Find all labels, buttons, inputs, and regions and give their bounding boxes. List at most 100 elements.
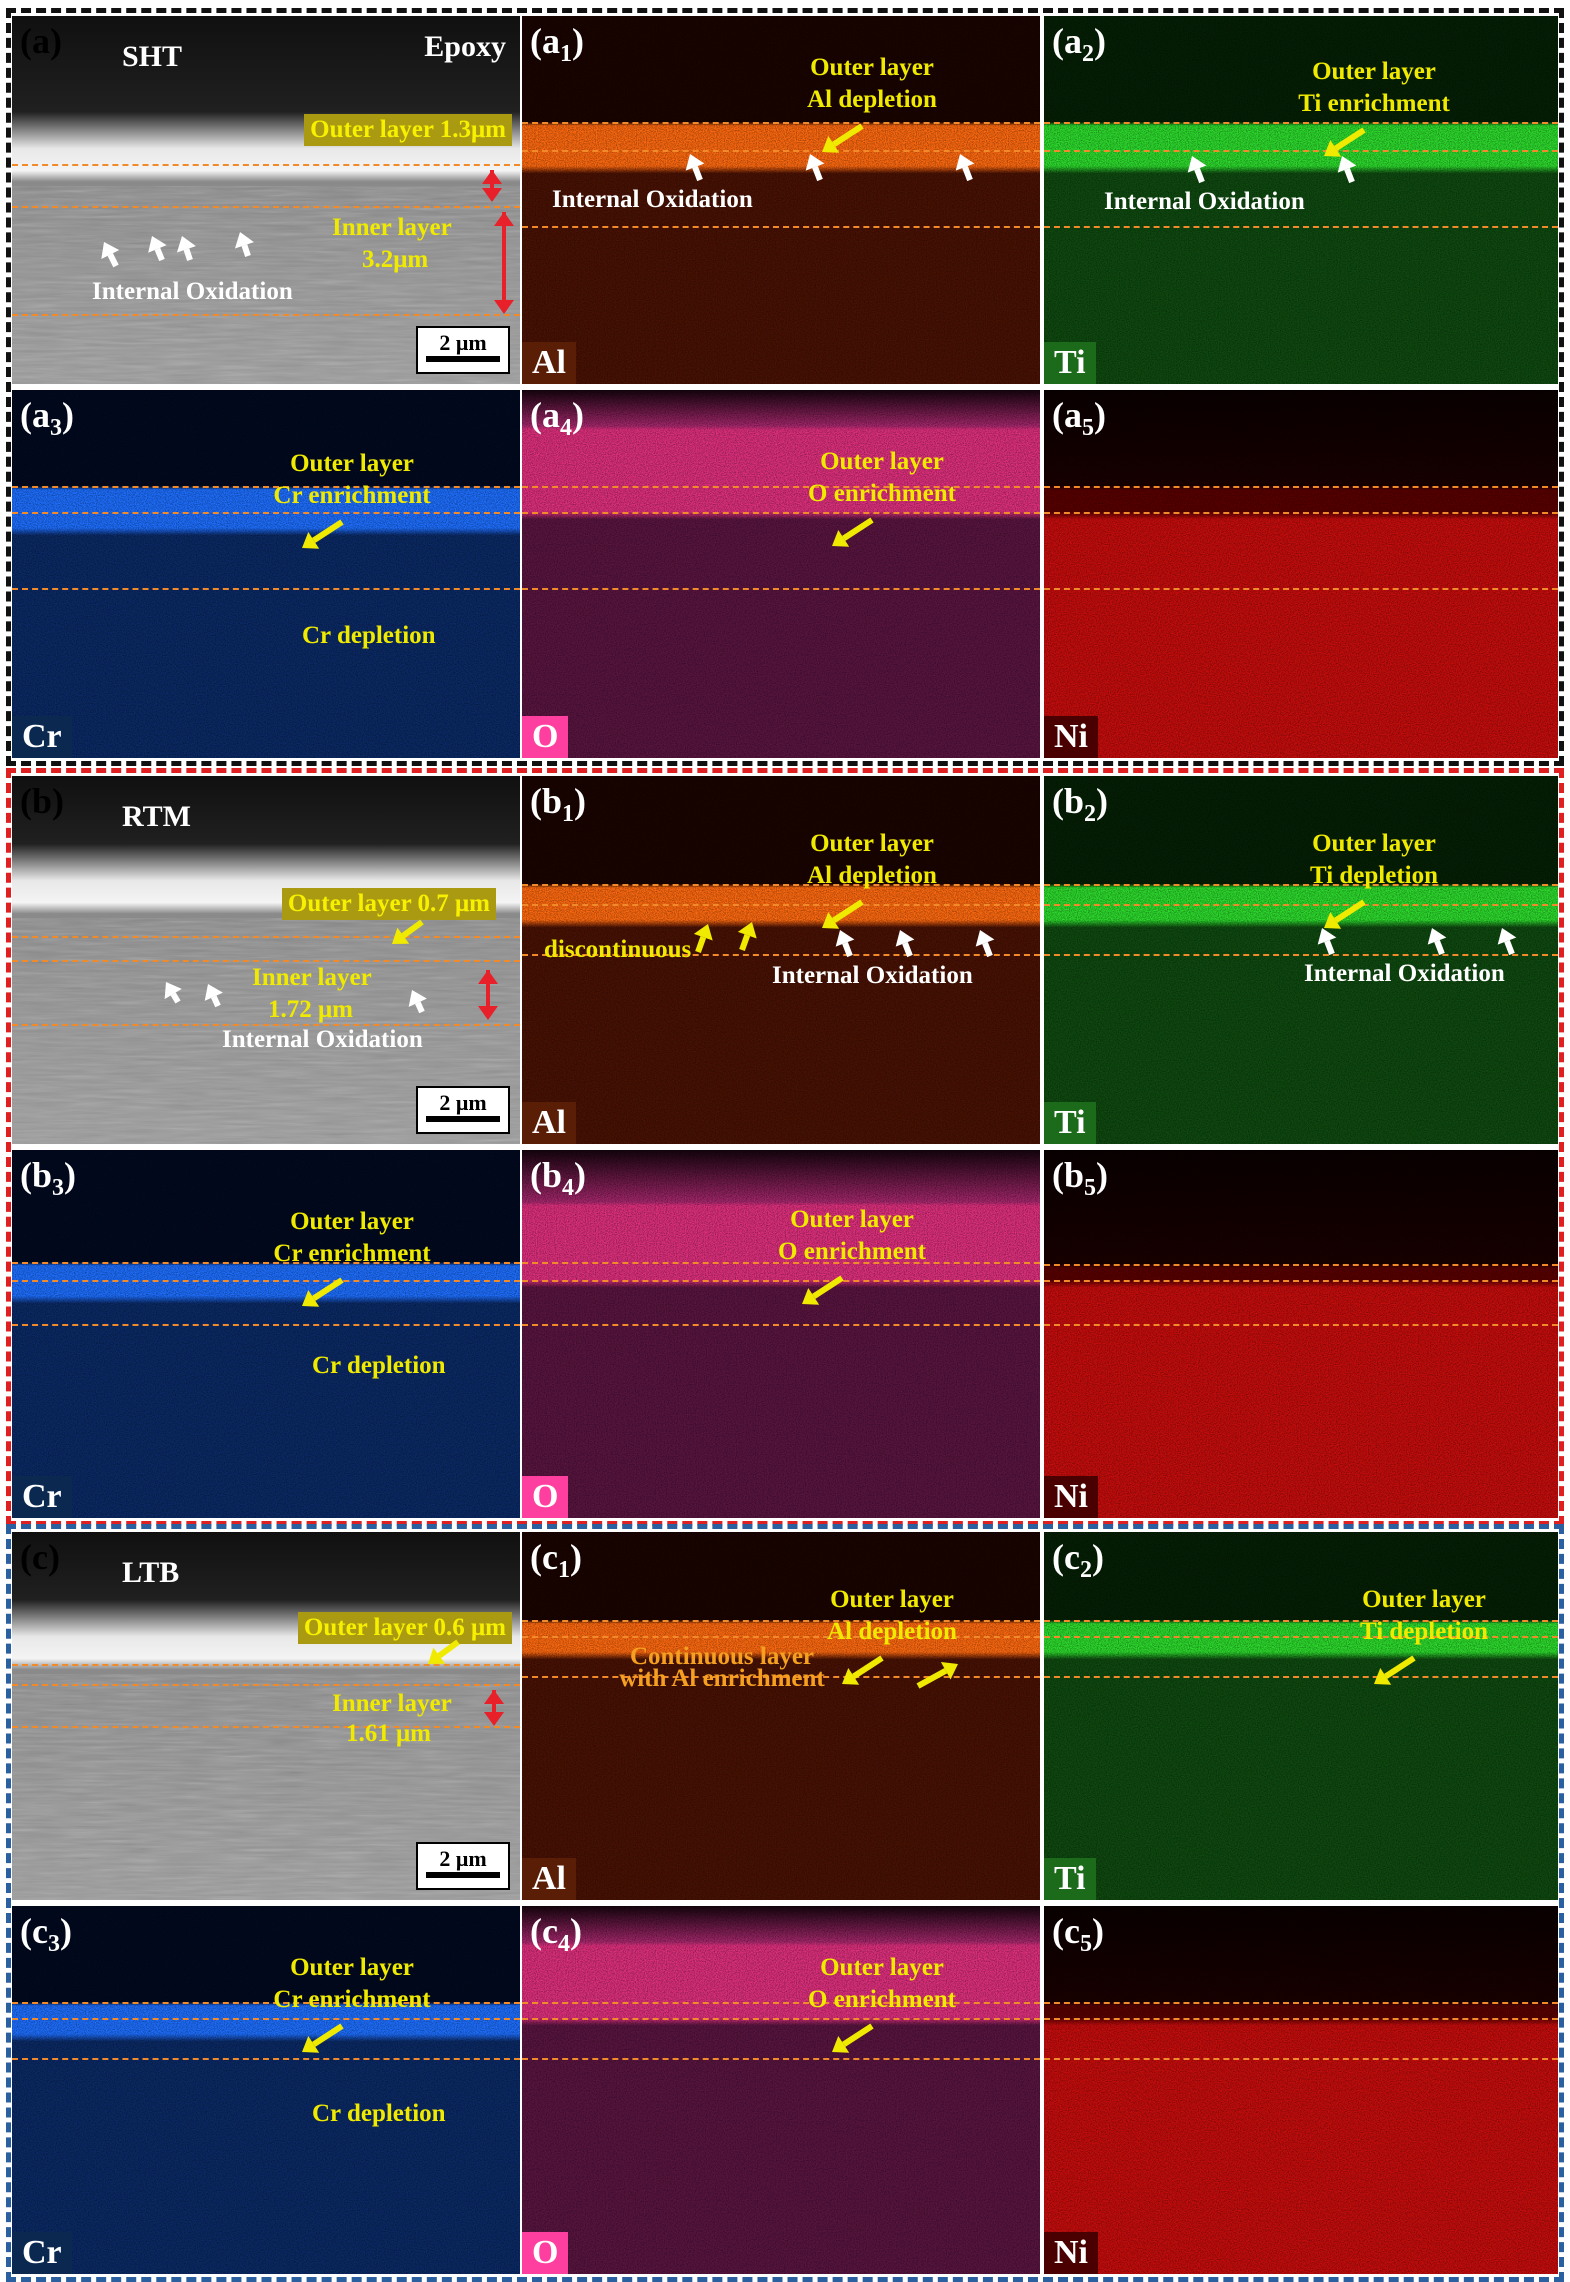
sem-panel-c: (c) LTB Outer layer 0.6 μm Inner layer 1.61 … (12, 1532, 520, 1900)
layer-boundary-line (522, 486, 1040, 488)
scale-bar: 2 μm (416, 1842, 510, 1890)
element-tag: Cr (12, 716, 72, 758)
layer-boundary-line (1044, 1280, 1558, 1282)
panel-subscript: 4 (560, 415, 572, 442)
layer-boundary-line (522, 904, 1040, 906)
element-map-b2: (b2) Ti Outer layer Ti depletion Internal Ox… (1044, 776, 1558, 1144)
annotation-detail: O enrichment (778, 1238, 926, 1265)
annotation-detail: Ti enrichment (1298, 90, 1450, 117)
panel-letter: c (542, 1537, 558, 1577)
internal-oxidation-label: Internal Oxidation (92, 278, 293, 305)
element-tag: Ti (1044, 1858, 1096, 1900)
layer-boundary-line (522, 1676, 1040, 1678)
layer-boundary-line (1044, 2018, 1558, 2020)
scale-bar: 2 μm (416, 326, 510, 374)
element-map-image (522, 1150, 1040, 1518)
layer-boundary-line (522, 884, 1040, 886)
layer-boundary-line (1044, 226, 1558, 228)
panel-letter: a (1064, 21, 1082, 61)
annotation-title: Outer layer (810, 830, 934, 857)
panel-subscript: 5 (1082, 415, 1094, 442)
annotation-detail: Cr enrichment (273, 482, 431, 509)
panel-label: (b4) (530, 1155, 587, 1202)
layer-boundary-line (1044, 884, 1558, 886)
annotation-detail: Al depletion (807, 862, 937, 889)
layer-boundary-line (12, 164, 520, 166)
figure-group-a: (a) SHT Epoxy Outer layer 1.3μm Inner layer 3… (6, 8, 1564, 766)
panel-subscript: 5 (1084, 1175, 1097, 1202)
layer-boundary-line (522, 2018, 1040, 2020)
panel-label: (a1) (530, 21, 584, 68)
panel-label: (b2) (1052, 781, 1109, 828)
annotation-title: Outer layer (290, 1208, 414, 1235)
inner-layer-thickness: 3.2μm (362, 246, 429, 273)
layer-boundary-line (12, 1684, 520, 1686)
panel-letter: (b) (20, 781, 64, 821)
panel-letter: b (1064, 781, 1085, 821)
panel-letter: b (542, 1155, 563, 1195)
panel-letter: c (1064, 1911, 1080, 1951)
internal-oxidation-label: Internal Oxidation (772, 962, 973, 989)
element-map-image (522, 390, 1040, 758)
element-map-image (522, 776, 1040, 1144)
annotation-title: Outer layer (810, 54, 934, 81)
internal-oxidation-label: Internal Oxidation (1104, 188, 1305, 215)
panel-letter: b (1064, 1155, 1085, 1195)
panel-letter: c (1064, 1537, 1080, 1577)
layer-annotation: Outer layer Al depletion (782, 1584, 1002, 1648)
layer-boundary-line (522, 2002, 1040, 2004)
element-tag: Cr (12, 1476, 72, 1518)
internal-oxidation-label: Internal Oxidation (1304, 960, 1505, 987)
scale-bar-line (426, 1872, 500, 1878)
annotation-title: Outer layer (790, 1206, 914, 1233)
panel-subscript: 4 (557, 1931, 570, 1958)
element-tag: O (522, 716, 569, 758)
layer-boundary-line (12, 512, 520, 514)
panel-subscript: 3 (52, 1175, 65, 1202)
layer-boundary-line (12, 2002, 520, 2004)
layer-boundary-line (1044, 1676, 1558, 1678)
panel-subscript: 1 (557, 1557, 570, 1584)
layer-boundary-line (522, 512, 1040, 514)
layer-boundary-line (12, 1024, 520, 1026)
panel-subscript: 3 (50, 415, 62, 442)
annotation-title: Outer layer (1312, 830, 1436, 857)
layer-boundary-line (12, 486, 520, 488)
panel-letter: (a) (20, 21, 62, 61)
layer-annotation: Outer layer Cr enrichment (242, 448, 462, 512)
layer-boundary-line (1044, 954, 1558, 956)
element-tag: Ni (1044, 2232, 1098, 2274)
element-map-image (522, 16, 1040, 384)
panel-label: (a4) (530, 395, 584, 442)
layer-boundary-line (1044, 1636, 1558, 1638)
scale-bar-line (426, 356, 500, 362)
outer-layer-label: Outer layer 1.3μm (304, 114, 512, 146)
layer-boundary-line (12, 1280, 520, 1282)
panel-subscript: 2 (1084, 801, 1097, 828)
element-map-c3: (c3) Cr Outer layer Cr enrichment Cr depleti… (12, 1906, 520, 2274)
sample-name: LTB (122, 1556, 180, 1589)
element-map-a1: (a1) Al Outer layer Al depletion Internal Ox… (522, 16, 1040, 384)
scale-bar-label: 2 μm (439, 330, 487, 355)
layer-boundary-line (12, 588, 520, 590)
layer-boundary-line (12, 206, 520, 208)
sem-image (12, 1532, 520, 1900)
sample-name: SHT (122, 40, 183, 73)
element-map-b5: (b5) Ni (1044, 1150, 1558, 1518)
layer-boundary-line (12, 1262, 520, 1264)
layer-boundary-line (1044, 2002, 1558, 2004)
annotation-detail: Cr enrichment (273, 1240, 431, 1267)
panel-subscript: 5 (1079, 1931, 1092, 1958)
element-map-image (1044, 776, 1558, 1144)
element-map-image (12, 1150, 520, 1518)
inner-layer-label: Inner layer (332, 1690, 452, 1717)
inner-layer-label: Inner layer (252, 964, 372, 991)
panel-label: (c4) (530, 1911, 582, 1958)
layer-boundary-line (522, 1636, 1040, 1638)
outer-layer-label: Outer layer 0.6 μm (297, 1612, 512, 1644)
element-tag: O (522, 1476, 569, 1518)
scale-bar-line (426, 1116, 500, 1122)
element-map-c1: (c1) Al Outer layer Al depletion Continuous … (522, 1532, 1040, 1900)
layer-boundary-line (522, 1262, 1040, 1264)
inner-layer-label: Inner layer (332, 214, 452, 241)
